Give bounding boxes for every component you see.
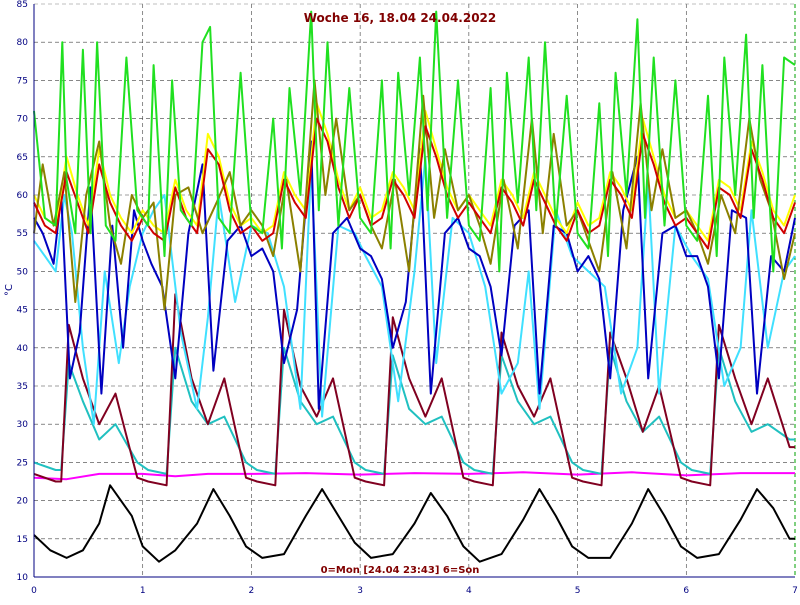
x-tick-label: 3: [357, 586, 363, 596]
y-axis-label: °C: [4, 284, 15, 296]
series-layer: [33, 10, 796, 563]
y-tick-label: 70: [17, 115, 29, 125]
series-line-6: [33, 140, 796, 410]
x-tick-label: 0: [31, 586, 37, 596]
y-tick-label: 25: [17, 458, 28, 468]
series-line-9: [33, 117, 796, 250]
y-tick-label: 80: [17, 38, 29, 48]
y-tick-label: 55: [17, 229, 28, 239]
x-tick-label: 1: [140, 586, 146, 596]
series-line-5: [33, 155, 796, 426]
grid-layer: [34, 3, 796, 577]
y-tick-label: 40: [17, 344, 29, 354]
chart-title: Woche 16, 18.04 24.04.2022: [304, 11, 497, 25]
y-tick-label: 10: [17, 573, 29, 583]
weekday-legend: 0=Mon [24.04 23:43] 6=Son: [321, 565, 480, 576]
series-line-2: [33, 471, 795, 481]
x-tick-label: 2: [249, 586, 255, 596]
y-tick-label: 15: [17, 535, 28, 545]
series-line-8: [33, 79, 796, 311]
y-tick-label: 45: [17, 306, 28, 316]
series-line-10: [33, 10, 796, 273]
y-tick-label: 35: [17, 382, 28, 392]
y-tick-label: 30: [17, 420, 29, 430]
y-tick-label: 75: [17, 76, 28, 86]
x-tick-label: 6: [683, 586, 689, 596]
y-tick-label: 60: [17, 191, 29, 201]
x-tick-label: 5: [575, 586, 581, 596]
series-line-4: [33, 293, 795, 487]
x-tick-label: 4: [466, 586, 472, 596]
y-tick-label: 20: [17, 497, 29, 507]
y-tick-label: 85: [17, 0, 28, 10]
series-line-1: [33, 484, 795, 563]
y-tick-label: 65: [17, 153, 28, 163]
y-tick-label: 50: [17, 267, 29, 277]
x-tick-label: 7: [792, 586, 798, 596]
